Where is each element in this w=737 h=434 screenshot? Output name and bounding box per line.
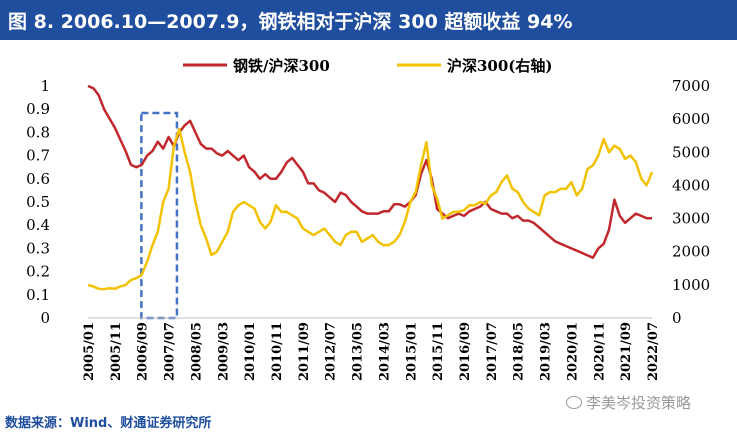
left-tick-label: 0.8 xyxy=(26,123,50,141)
x-tick-label: 2017/07 xyxy=(485,322,500,381)
x-tick-label: 2007/07 xyxy=(163,322,178,381)
x-tick-label: 2011/09 xyxy=(297,322,312,381)
x-tick-label: 2016/09 xyxy=(458,322,473,381)
x-tick-label: 2014/03 xyxy=(377,322,392,381)
right-tick-label: 5000 xyxy=(672,143,710,161)
x-tick-label: 2013/05 xyxy=(351,322,366,381)
watermark-text: 李美岑投资策略 xyxy=(586,394,692,412)
x-tick-label: 2010/11 xyxy=(270,322,285,381)
legend-label-csi300: 沪深300(右轴) xyxy=(447,57,553,75)
left-tick-label: 0.7 xyxy=(26,147,50,165)
x-tick-label: 2020/11 xyxy=(592,322,607,381)
x-tick-label: 2015/11 xyxy=(431,322,446,381)
left-tick-label: 0.1 xyxy=(26,286,50,304)
x-tick-label: 2006/09 xyxy=(136,322,151,381)
title-bar: 图 8. 2006.10—2007.9，钢铁相对于沪深 300 超额收益 94% xyxy=(0,0,737,40)
watermark: 李美岑投资策略 xyxy=(566,392,691,413)
x-tick-label: 2021/09 xyxy=(619,322,634,381)
right-tick-label: 0 xyxy=(672,309,682,327)
right-tick-label: 1000 xyxy=(672,276,710,294)
left-tick-label: 0.4 xyxy=(26,216,50,234)
series-line-steel-ratio xyxy=(87,84,652,259)
left-tick-label: 0.5 xyxy=(26,193,50,211)
left-tick-label: 0.2 xyxy=(26,263,50,281)
x-tick-label: 2005/11 xyxy=(109,322,124,381)
x-tick-label: 2008/05 xyxy=(189,322,204,381)
x-tick-label: 2009/03 xyxy=(216,322,231,381)
left-tick-label: 1 xyxy=(40,77,50,95)
left-tick-label: 0.6 xyxy=(26,170,50,188)
right-tick-label: 6000 xyxy=(672,110,710,128)
series-line-csi300 xyxy=(87,127,654,291)
x-tick-label: 2020/01 xyxy=(565,322,580,381)
data-source: 数据来源：Wind、财通证券研究所 xyxy=(5,416,212,431)
right-tick-label: 2000 xyxy=(672,243,710,261)
x-tick-label: 2005/01 xyxy=(82,322,97,381)
right-tick-label: 7000 xyxy=(672,77,710,95)
x-tick-label: 2018/05 xyxy=(512,322,527,381)
left-tick-label: 0.3 xyxy=(26,239,50,257)
legend-label-steel: 钢铁/沪深300 xyxy=(233,57,330,75)
wechat-icon xyxy=(566,396,582,409)
right-tick-label: 4000 xyxy=(672,176,710,194)
x-tick-label: 2012/07 xyxy=(324,322,339,381)
chart-title: 图 8. 2006.10—2007.9，钢铁相对于沪深 300 超额收益 94% xyxy=(8,11,573,33)
x-tick-label: 2022/07 xyxy=(646,322,661,381)
x-tick-label: 2019/03 xyxy=(539,322,554,381)
x-tick-label: 2010/01 xyxy=(243,322,258,381)
left-tick-label: 0.9 xyxy=(26,100,50,118)
left-tick-label: 0 xyxy=(40,309,50,327)
right-tick-label: 3000 xyxy=(672,210,710,228)
x-tick-label: 2015/01 xyxy=(404,322,419,381)
